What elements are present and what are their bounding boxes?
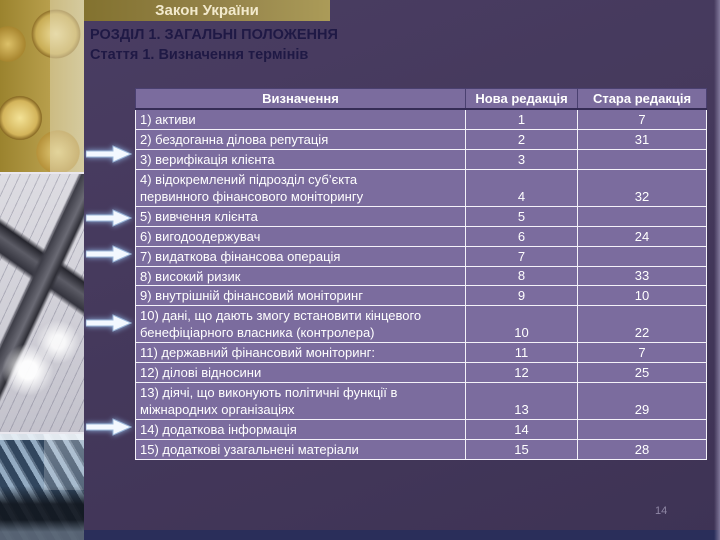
term-cell: 2) бездоганна ділова репутація: [135, 128, 466, 150]
term-cell: 14) додаткова інформація: [135, 418, 466, 440]
coins-photo: [0, 0, 84, 172]
table-row: 13) діячі, що виконують політичні функці…: [135, 382, 707, 420]
old-edition-cell: 31: [577, 128, 707, 150]
headings: РОЗДІЛ 1. ЗАГАЛЬНІ ПОЛОЖЕННЯ Стаття 1. В…: [90, 25, 338, 65]
old-edition-cell: [577, 205, 707, 227]
photo-sidebar: [0, 0, 84, 540]
footer-strip: [84, 530, 720, 540]
terms-table-wrapper: Визначення Нова редакція Стара редакція …: [135, 88, 707, 461]
term-cell: 8) високий ризик: [135, 265, 466, 287]
column-header-term: Визначення: [135, 88, 466, 110]
table-row: 14) додаткова інформація 14: [135, 418, 707, 440]
new-edition-cell: 11: [465, 342, 578, 364]
table-row: 2) бездоганна ділова репутація 2 31: [135, 128, 707, 150]
old-edition-cell: 22: [577, 305, 707, 344]
term-cell: 3) верифікація клієнта: [135, 148, 466, 170]
term-cell: 13) діячі, що виконують політичні функці…: [135, 382, 466, 420]
new-edition-cell: 4: [465, 168, 578, 207]
term-cell: 1) активи: [135, 108, 466, 130]
old-edition-cell: 10: [577, 285, 707, 307]
old-edition-cell: 24: [577, 225, 707, 247]
new-edition-cell: 10: [465, 305, 578, 344]
table-row: 3) верифікація клієнта 3: [135, 148, 707, 170]
right-arrow-icon: [86, 145, 132, 163]
right-arrow-icon: [86, 314, 132, 332]
table-row: 5) вивчення клієнта 5: [135, 205, 707, 227]
table-row: 15) додаткові узагальнені матеріали 15 28: [135, 438, 707, 461]
article-heading: Стаття 1. Визначення термінів: [90, 47, 309, 63]
term-cell: 6) вигодоодержувач: [135, 225, 466, 247]
slide-right-edge: [714, 0, 720, 540]
table-row: 6) вигодоодержувач 6 24: [135, 225, 707, 247]
column-header-new-edition: Нова редакція: [465, 88, 578, 110]
term-cell: 4) відокремлений підрозділ суб’єкта перв…: [135, 168, 466, 207]
documents-photo: [0, 172, 84, 434]
new-edition-cell: 8: [465, 265, 578, 287]
new-edition-cell: 6: [465, 225, 578, 247]
new-edition-cell: 12: [465, 362, 578, 384]
table-row: 1) активи 1 7: [135, 108, 707, 130]
new-edition-cell: 5: [465, 205, 578, 227]
term-cell: 7) видаткова фінансова операція: [135, 245, 466, 267]
old-edition-cell: [577, 148, 707, 170]
table-row: 9) внутрішній фінансовий моніторинг 9 10: [135, 285, 707, 307]
right-arrow-icon: [86, 245, 132, 263]
terms-table: Визначення Нова редакція Стара редакція …: [135, 88, 707, 461]
old-edition-cell: [577, 245, 707, 267]
table-row: 7) видаткова фінансова операція 7: [135, 245, 707, 267]
banner-title: Закон України: [155, 2, 259, 19]
page-number: 14: [655, 505, 668, 517]
old-edition-cell: 7: [577, 342, 707, 364]
new-edition-cell: 2: [465, 128, 578, 150]
column-header-old-edition: Стара редакція: [577, 88, 707, 110]
table-header-row: Визначення Нова редакція Стара редакція: [135, 88, 707, 110]
new-edition-cell: 3: [465, 148, 578, 170]
title-banner: Закон України: [84, 0, 330, 21]
table-row: 11) державний фінансовий моніторинг: 11 7: [135, 342, 707, 364]
table-row: 12) ділові відносини 12 25: [135, 362, 707, 384]
term-cell: 11) державний фінансовий моніторинг:: [135, 342, 466, 364]
old-edition-cell: 28: [577, 438, 707, 461]
old-edition-cell: 7: [577, 108, 707, 130]
table-row: 4) відокремлений підрозділ суб’єкта перв…: [135, 168, 707, 207]
old-edition-cell: 29: [577, 382, 707, 420]
term-cell: 9) внутрішній фінансовий моніторинг: [135, 285, 466, 307]
term-cell: 12) ділові відносини: [135, 362, 466, 384]
term-cell: 15) додаткові узагальнені матеріали: [135, 438, 466, 461]
term-cell: 5) вивчення клієнта: [135, 205, 466, 227]
new-edition-cell: 9: [465, 285, 578, 307]
new-edition-cell: 7: [465, 245, 578, 267]
old-edition-cell: 25: [577, 362, 707, 384]
new-edition-cell: 15: [465, 438, 578, 461]
old-edition-cell: 32: [577, 168, 707, 207]
right-arrow-icon: [86, 209, 132, 227]
right-arrow-icon: [86, 418, 132, 436]
table-row: 10) дані, що дають змогу встановити кінц…: [135, 305, 707, 344]
section-heading: РОЗДІЛ 1. ЗАГАЛЬНІ ПОЛОЖЕННЯ: [90, 27, 338, 43]
old-edition-cell: 33: [577, 265, 707, 287]
new-edition-cell: 1: [465, 108, 578, 130]
new-edition-cell: 13: [465, 382, 578, 420]
building-photo: [0, 432, 84, 540]
old-edition-cell: [577, 418, 707, 440]
term-cell: 10) дані, що дають змогу встановити кінц…: [135, 305, 466, 344]
new-edition-cell: 14: [465, 418, 578, 440]
table-row: 8) високий ризик 8 33: [135, 265, 707, 287]
